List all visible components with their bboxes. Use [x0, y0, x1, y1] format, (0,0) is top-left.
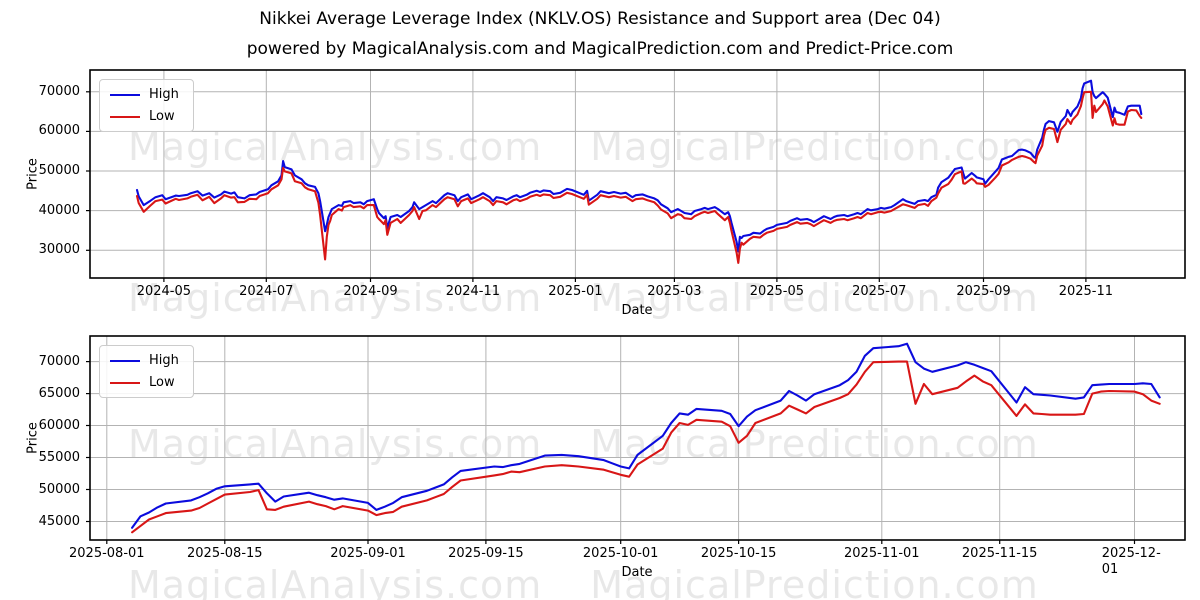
high-line [135, 79, 1143, 253]
low-line-swatch [110, 381, 140, 384]
x-axis-label-bottom: Date [621, 565, 653, 580]
y-tick-label: 40000 [38, 202, 80, 218]
legend-item-low: Low [110, 109, 179, 124]
legend-label-low: Low [149, 375, 175, 390]
x-tick-label: 2025-09-15 [448, 546, 524, 561]
y-tick-label: 60000 [38, 417, 80, 433]
y-tick-label: 55000 [38, 449, 80, 465]
x-tick-label: 2025-09-01 [330, 546, 406, 561]
legend-item-high: High [110, 87, 179, 102]
watermark-row: MagicalAnalysis.com MagicalPrediction.co… [128, 563, 1200, 600]
low-line-swatch [110, 115, 140, 118]
x-tick-label: 2025-11-15 [961, 546, 1038, 561]
watermark-text: MagicalPrediction.com [590, 276, 1039, 320]
x-tick-label: 2024-09 [343, 284, 398, 299]
y-tick-label: 70000 [38, 353, 80, 369]
high-line [131, 342, 1161, 529]
watermark-text: MagicalAnalysis.com [128, 422, 543, 466]
y-tick-label: 45000 [38, 513, 80, 529]
x-tick-label: 2025-11-01 [844, 546, 920, 561]
y-tick-label: 70000 [38, 83, 80, 99]
figure-subtitle: powered by MagicalAnalysis.com and Magic… [246, 39, 954, 59]
x-tick-label: 2025-10-01 [582, 546, 659, 561]
legend-item-high: High [110, 353, 179, 368]
x-tick-label: 2025-10-15 [700, 546, 777, 561]
x-tick-label: 2025-08-15 [187, 546, 263, 561]
x-tick-label: 2025-12-01 [1101, 546, 1161, 577]
high-line-swatch [110, 93, 140, 96]
x-tick-label: 2025-05 [749, 284, 805, 299]
detail-price-chart [86, 335, 1186, 544]
figure-title: Nikkei Average Leverage Index (NKLV.OS) … [259, 9, 941, 29]
x-tick-label: 2025-01 [548, 284, 603, 299]
x-tick-label: 2024-07 [239, 284, 294, 299]
watermark-text: MagicalAnalysis.com [128, 563, 543, 600]
watermark-text: MagicalPrediction.com [590, 125, 1039, 169]
watermark-row: MagicalAnalysis.com MagicalPrediction.co… [128, 276, 1200, 320]
x-tick-label: 2025-07 [852, 284, 907, 299]
x-tick-label: 2024-11 [445, 284, 501, 299]
legend-label-high: High [149, 87, 179, 102]
watermark-text: MagicalPrediction.com [590, 563, 1039, 600]
y-tick-label: 50000 [38, 481, 80, 497]
watermark-text: MagicalAnalysis.com [128, 276, 543, 320]
x-tick-label: 2025-08-01 [69, 546, 145, 561]
legend-bottom: High Low [99, 345, 194, 398]
legend-item-low: Low [110, 375, 179, 390]
legend-label-high: High [149, 353, 179, 368]
x-tick-label: 2024-05 [136, 284, 192, 299]
x-tick-label: 2025-03 [647, 284, 702, 299]
x-tick-label: 2025-09 [956, 284, 1011, 299]
low-line [135, 90, 1143, 264]
y-tick-label: 50000 [38, 163, 80, 178]
y-tick-label: 60000 [38, 123, 80, 139]
overview-price-chart [86, 69, 1186, 282]
watermark-row: MagicalAnalysis.com MagicalPrediction.co… [128, 422, 1200, 466]
y-tick-label: 65000 [38, 385, 80, 401]
x-axis-label-top: Date [621, 303, 653, 318]
high-line-swatch [110, 359, 140, 362]
legend-top: High Low [99, 79, 194, 132]
legend-label-low: Low [149, 109, 175, 124]
x-tick-label: 2025-11 [1058, 284, 1114, 299]
low-line [131, 360, 1161, 534]
y-tick-label: 30000 [38, 242, 80, 258]
